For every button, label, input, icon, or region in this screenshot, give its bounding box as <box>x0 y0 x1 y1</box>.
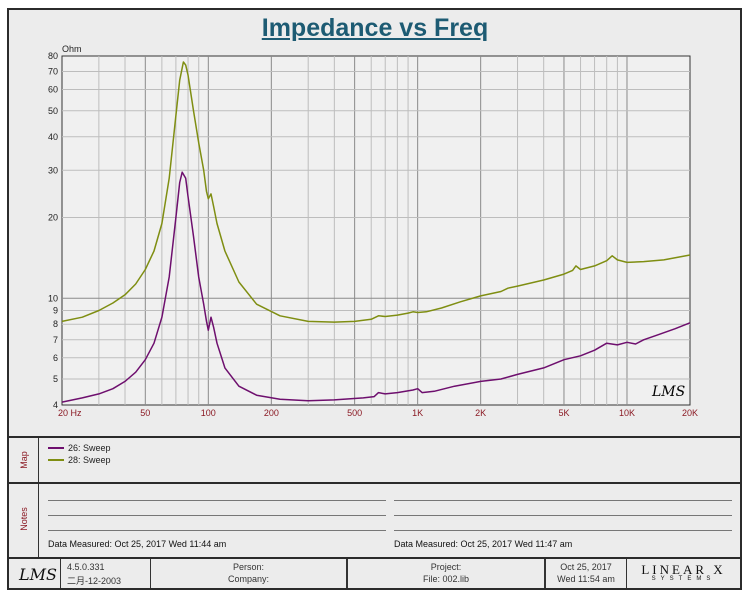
footer-project-cell: Project: File: 002.lib <box>347 559 545 588</box>
y-tick-label: 4 <box>53 400 58 410</box>
watermark-logo: LMS <box>651 384 685 400</box>
y-tick-label: 70 <box>48 67 58 77</box>
y-tick-label: 10 <box>48 293 58 303</box>
y-tick-label: 5 <box>53 374 58 384</box>
map-label: Map <box>19 451 29 469</box>
y-unit-label: Ohm <box>62 44 82 54</box>
x-tick-label: 500 <box>347 408 362 418</box>
note-line <box>394 515 732 516</box>
x-tick-label: 50 <box>140 408 150 418</box>
x-tick-label: 100 <box>201 408 216 418</box>
lms-logo: LMS <box>19 565 57 584</box>
y-tick-label: 40 <box>48 132 58 142</box>
linearx-logo: LINEAR X <box>641 562 726 577</box>
note-line <box>48 500 386 501</box>
footer-person-cell: Person: Company: <box>151 559 347 588</box>
y-tick-label: 20 <box>48 213 58 223</box>
series-line-1 <box>61 171 691 403</box>
x-axis: 20 Hz 50 100 200 500 1K 2K 5K 10K 20K <box>58 408 698 418</box>
version: 4.5.0.331 <box>67 562 105 572</box>
time: Wed 11:54 am <box>557 574 615 584</box>
y-tick-label: 60 <box>48 85 58 95</box>
footer-version-cell: 4.5.0.331 二月-12-2003 <box>61 559 151 588</box>
company: Company: <box>227 574 270 584</box>
linearx-subtitle: SYSTEMS <box>651 576 716 582</box>
notes-side: Notes <box>9 484 39 557</box>
date: Oct 25, 2017 <box>560 562 612 572</box>
data-measured-left: Data Measured: Oct 25, 2017 Wed 11:44 am <box>48 539 227 549</box>
data-measured-right: Data Measured: Oct 25, 2017 Wed 11:47 am <box>394 539 573 549</box>
series-line-2 <box>61 61 691 323</box>
person: Person: <box>232 562 265 572</box>
series-group <box>61 61 691 403</box>
x-tick-label: 20K <box>682 408 698 418</box>
legend-label: 28: Sweep <box>68 455 111 465</box>
footer-date-cell: Oct 25, 2017 Wed 11:54 am <box>545 559 627 588</box>
legend-swatch <box>48 459 64 461</box>
impedance-chart: Ohm 4 5 6 7 8 9 10 20 30 40 50 60 70 80 20 Hz 50 100 200… <box>48 44 698 418</box>
project: Project: <box>430 562 462 572</box>
footer: LMS 4.5.0.331 二月-12-2003 Person: Company… <box>9 559 740 588</box>
y-tick-label: 9 <box>53 306 58 316</box>
legend-item[interactable]: 28: Sweep <box>48 455 111 465</box>
y-tick-label: 8 <box>53 319 58 329</box>
note-line <box>394 530 732 531</box>
note-line <box>394 500 732 501</box>
x-tick-label: 1K <box>412 408 423 418</box>
legend-swatch <box>48 447 64 449</box>
x-tick-label: 200 <box>264 408 279 418</box>
build-date: 二月-12-2003 <box>67 576 122 586</box>
divider <box>7 482 742 484</box>
legend-item[interactable]: 26: Sweep <box>48 443 111 453</box>
footer-logo-cell: LMS <box>9 559 61 588</box>
notes-label: Notes <box>19 507 29 531</box>
y-tick-label: 50 <box>48 106 58 116</box>
y-axis: 4 5 6 7 8 9 10 20 30 40 50 60 70 80 <box>48 51 58 410</box>
map-side: Map <box>9 438 39 482</box>
footer-brand-cell: LINEAR X SYSTEMS <box>627 559 740 588</box>
y-tick-label: 6 <box>53 353 58 363</box>
note-line <box>48 530 386 531</box>
note-line <box>48 515 386 516</box>
chart-title: Impedance vs Freq <box>261 14 489 42</box>
y-tick-label: 30 <box>48 165 58 175</box>
x-tick-label: 10K <box>619 408 635 418</box>
legend-label: 26: Sweep <box>68 443 111 453</box>
plot-area <box>61 55 691 406</box>
y-tick-label: 7 <box>53 335 58 345</box>
x-tick-label: 2K <box>475 408 486 418</box>
divider <box>7 436 742 438</box>
x-tick-label: 20 Hz <box>58 408 82 418</box>
file-name: File: 002.lib <box>422 574 470 584</box>
grid <box>62 56 690 405</box>
x-tick-label: 5K <box>558 408 569 418</box>
divider <box>7 557 742 559</box>
y-tick-label: 80 <box>48 51 58 61</box>
